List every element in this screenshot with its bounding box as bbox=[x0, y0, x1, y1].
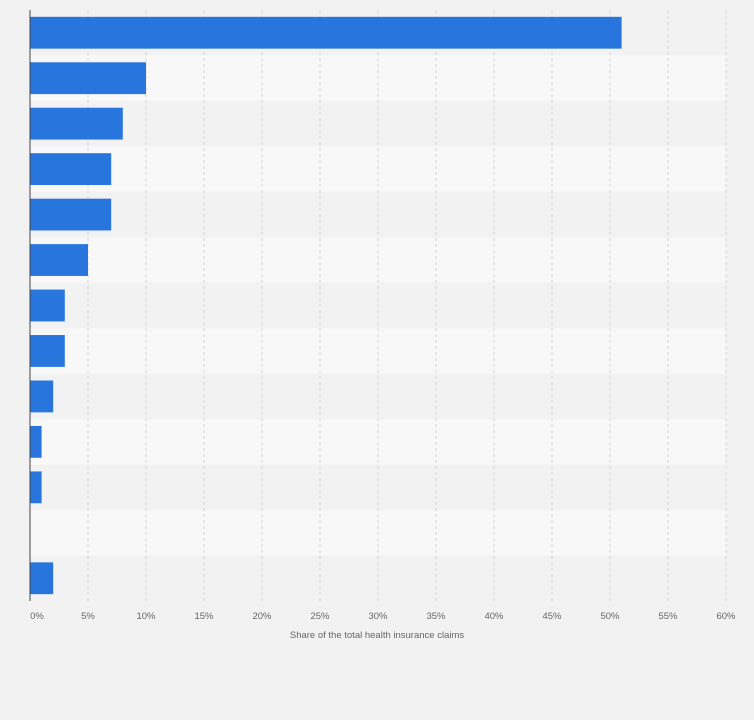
bar[interactable] bbox=[30, 107, 123, 140]
x-tick-label: 10% bbox=[136, 611, 156, 622]
x-tick-label: 60% bbox=[716, 611, 736, 622]
x-tick-label: 20% bbox=[252, 611, 272, 622]
x-tick-label: 25% bbox=[310, 611, 330, 622]
x-tick-label: 55% bbox=[658, 611, 678, 622]
bar[interactable] bbox=[30, 335, 65, 367]
x-tick-label: 45% bbox=[542, 611, 562, 622]
bar[interactable] bbox=[30, 562, 54, 595]
gridlines bbox=[87, 10, 727, 601]
bars bbox=[30, 16, 622, 595]
x-tick-label: 0% bbox=[30, 611, 44, 622]
bar[interactable] bbox=[30, 62, 146, 95]
bar[interactable] bbox=[30, 153, 112, 186]
bar[interactable] bbox=[30, 471, 42, 504]
bar[interactable] bbox=[30, 16, 622, 49]
x-tick-label: 30% bbox=[368, 611, 388, 622]
bar[interactable] bbox=[30, 198, 112, 231]
bar[interactable] bbox=[30, 289, 65, 322]
x-tick-label: 50% bbox=[600, 611, 620, 622]
x-tick-label: 15% bbox=[194, 611, 214, 622]
x-tick-label: 40% bbox=[484, 611, 504, 622]
x-axis-title: Share of the total health insurance clai… bbox=[290, 630, 465, 641]
bar[interactable] bbox=[30, 425, 42, 458]
x-axis-ticks: 0% 5% 10% 15% 20% 25% 30% 35% 40% 45% 50% 55% 60% bbox=[30, 611, 736, 622]
bar[interactable] bbox=[30, 244, 88, 276]
bar[interactable] bbox=[30, 380, 54, 413]
x-tick-label: 35% bbox=[426, 611, 446, 622]
x-tick-label: 5% bbox=[81, 611, 95, 622]
